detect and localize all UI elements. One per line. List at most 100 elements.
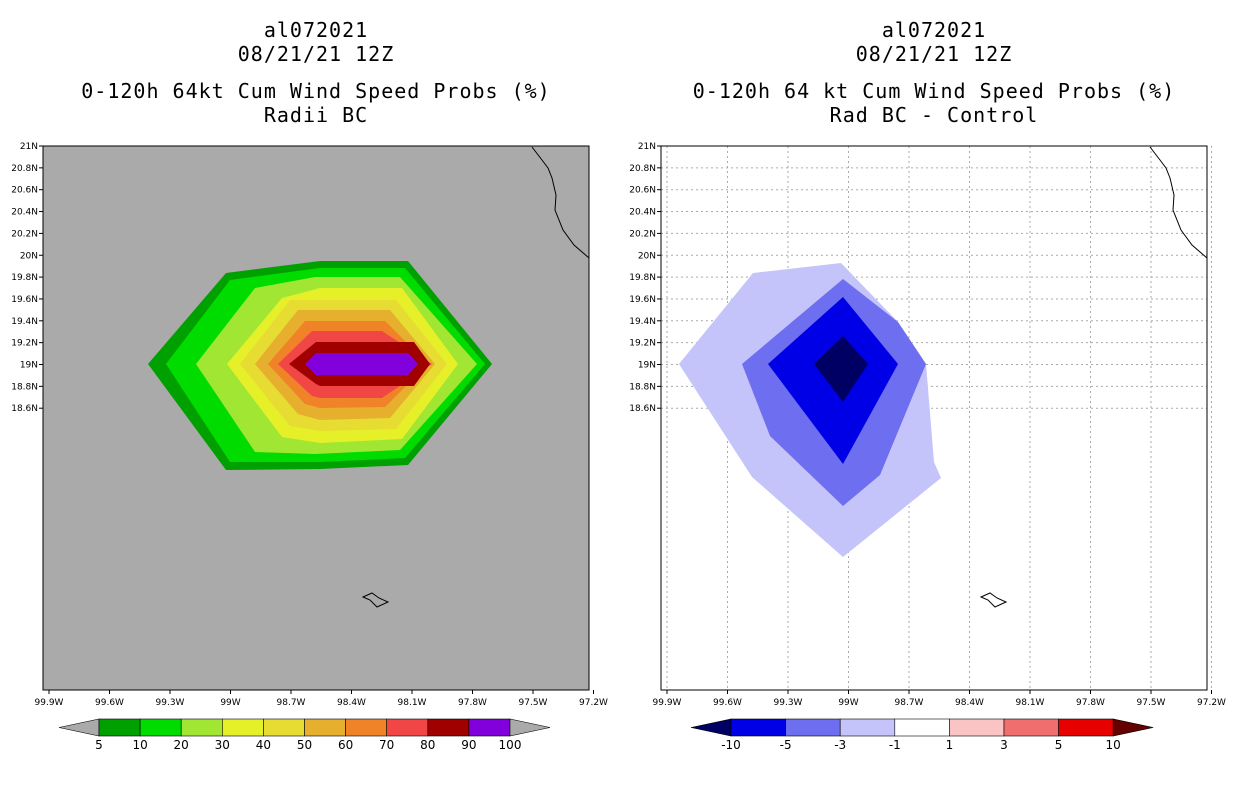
left-map-panel: 21N 20.8N 20.6N 20.4N 20.2N 20N 19.8N 19.6N 19.4…	[11, 142, 608, 752]
y-tick-label: 20.2N	[11, 229, 38, 239]
colorbar-label: -3	[834, 738, 846, 752]
colorbar-swatch	[345, 718, 388, 737]
colorbar-label: 5	[1055, 738, 1063, 752]
storm-id: al072021	[881, 18, 987, 42]
init-time: 08/21/21 12Z	[855, 42, 1013, 66]
y-tick-label: 21N	[638, 142, 656, 152]
x-tick-label: 99.6W	[713, 698, 742, 708]
colorbar-swatch	[785, 718, 841, 737]
colorbar-label: 100	[499, 738, 522, 752]
left-x-axis: 99.9W 99.6W 99.3W 99W 98.7W 98.4W 98.1W 97.8W 97…	[35, 690, 608, 708]
colorbar-left-arrow	[58, 718, 100, 737]
colorbar-label: 10	[132, 738, 147, 752]
colorbar-swatch	[98, 718, 141, 737]
x-tick-label: 97.5W	[519, 698, 548, 708]
colorbar-label: -5	[780, 738, 792, 752]
colorbar-label: 3	[1000, 738, 1008, 752]
right-island	[979, 592, 1008, 608]
product-subtitle: Radii BC	[263, 103, 369, 127]
colorbar-swatch	[263, 718, 305, 737]
colorbar-label: 20	[174, 738, 189, 752]
y-tick-label: 20.4N	[629, 208, 656, 218]
colorbar-swatch	[894, 718, 950, 737]
left-probability-contours	[148, 261, 492, 470]
right-colorbar: -10 -5 -3 -1 1 3 5 10	[690, 718, 1154, 752]
colorbar-swatch	[427, 718, 470, 737]
colorbar-swatch	[839, 718, 896, 737]
x-tick-label: 98.7W	[277, 698, 306, 708]
colorbar-left-arrow	[690, 718, 732, 737]
product-subtitle: Rad BC - Control	[829, 103, 1039, 127]
colorbar-label: -10	[721, 738, 741, 752]
y-tick-label: 20N	[638, 251, 656, 261]
colorbar-swatch	[1058, 718, 1114, 737]
x-tick-label: 99.6W	[95, 698, 124, 708]
colorbar-label: 60	[338, 738, 353, 752]
right-panel-title: al072021 08/21/21 12Z 0-120h 64 kt Cum W…	[661, 18, 1207, 127]
x-tick-label: 97.8W	[1076, 698, 1105, 708]
colorbar-right-arrow	[1112, 718, 1154, 737]
init-time: 08/21/21 12Z	[237, 42, 395, 66]
y-tick-label: 20.8N	[629, 164, 656, 174]
y-tick-label: 20N	[20, 251, 38, 261]
colorbar-swatch	[730, 718, 786, 737]
y-tick-label: 19.8N	[629, 273, 656, 283]
x-tick-label: 97.2W	[579, 698, 608, 708]
y-tick-label: 20.6N	[629, 186, 656, 196]
y-tick-label: 19.6N	[629, 295, 656, 305]
x-tick-label: 98.4W	[955, 698, 984, 708]
left-colorbar: 5 10 20 30 40 50 60 70 80 90 100	[58, 718, 551, 752]
diff-band-below-minus-10	[814, 336, 868, 402]
y-tick-label: 21N	[20, 142, 38, 152]
right-map-frame	[660, 145, 1208, 691]
prob-band-90	[305, 353, 418, 375]
x-tick-label: 97.5W	[1137, 698, 1166, 708]
colorbar-swatch	[180, 718, 223, 737]
y-tick-label: 19N	[638, 361, 656, 371]
left-y-axis: 21N 20.8N 20.6N 20.4N 20.2N 20N 19.8N 19.6N 19.4…	[11, 142, 43, 414]
colorbar-swatch	[139, 718, 182, 737]
colorbar-label: 5	[95, 738, 103, 752]
colorbar-label: 30	[215, 738, 230, 752]
colorbar-label: 1	[946, 738, 954, 752]
x-tick-label: 98.1W	[1016, 698, 1045, 708]
x-tick-label: 97.8W	[458, 698, 487, 708]
x-tick-label: 99W	[838, 698, 858, 708]
y-tick-label: 19.8N	[11, 273, 38, 283]
y-tick-label: 19.6N	[11, 295, 38, 305]
x-tick-label: 99.9W	[35, 698, 64, 708]
x-tick-label: 99.9W	[653, 698, 682, 708]
left-island	[361, 592, 390, 608]
colorbar-swatch	[304, 718, 346, 737]
product-name: 0-120h 64 kt Cum Wind Speed Probs (%)	[692, 79, 1176, 103]
left-map-frame	[42, 145, 590, 691]
colorbar-right-arrow	[509, 718, 551, 737]
y-tick-label: 18.6N	[629, 404, 656, 414]
y-tick-label: 18.6N	[11, 404, 38, 414]
y-tick-label: 20.8N	[11, 164, 38, 174]
x-tick-label: 99.3W	[156, 698, 185, 708]
product-name: 0-120h 64kt Cum Wind Speed Probs (%)	[81, 79, 551, 103]
y-tick-label: 19.4N	[11, 317, 38, 327]
colorbar-swatch	[949, 718, 1005, 737]
colorbar-label: 50	[297, 738, 312, 752]
x-tick-label: 99W	[220, 698, 240, 708]
y-tick-label: 18.8N	[629, 382, 656, 392]
y-tick-label: 20.6N	[11, 186, 38, 196]
colorbar-label: 70	[379, 738, 394, 752]
left-panel-title: al072021 08/21/21 12Z 0-120h 64kt Cum Wi…	[43, 18, 589, 127]
colorbar-label: 40	[256, 738, 271, 752]
colorbar-label: 90	[461, 738, 476, 752]
storm-id: al072021	[263, 18, 369, 42]
y-tick-label: 19.2N	[629, 339, 656, 349]
colorbar-swatch	[386, 718, 429, 737]
y-tick-label: 18.8N	[11, 382, 38, 392]
x-tick-label: 98.7W	[895, 698, 924, 708]
colorbar-swatch	[222, 718, 264, 737]
y-tick-label: 19N	[20, 361, 38, 371]
y-tick-label: 19.4N	[629, 317, 656, 327]
right-difference-contours	[679, 263, 941, 557]
colorbar-swatch	[1003, 718, 1059, 737]
colorbar-label: 10	[1106, 738, 1121, 752]
right-coastline	[1149, 146, 1208, 259]
